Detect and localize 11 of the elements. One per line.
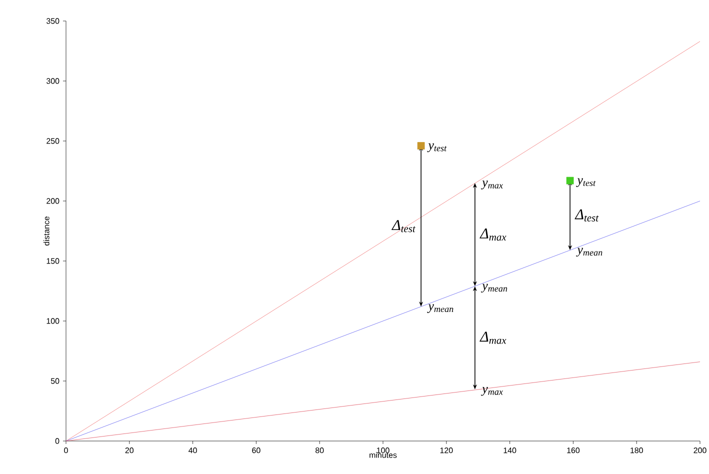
annotation: y$_{max}$: [481, 387, 503, 396]
annotation: y$_{test}$: [427, 143, 447, 152]
annotation: y$_{mean}$: [481, 284, 508, 293]
annotation: y$_{mean}$: [427, 304, 454, 313]
annotation: y$_{max}$: [481, 180, 503, 190]
annotation: Δ$_{test}$: [574, 209, 599, 222]
annotation: Δ$_{max}$: [480, 332, 506, 344]
annotation: Δ$_{max}$: [480, 228, 506, 241]
annotation: Δ$_{test}$: [392, 220, 416, 232]
annotation: y$_{test}$: [576, 178, 596, 187]
annotation: y$_{mean}$: [576, 248, 602, 257]
